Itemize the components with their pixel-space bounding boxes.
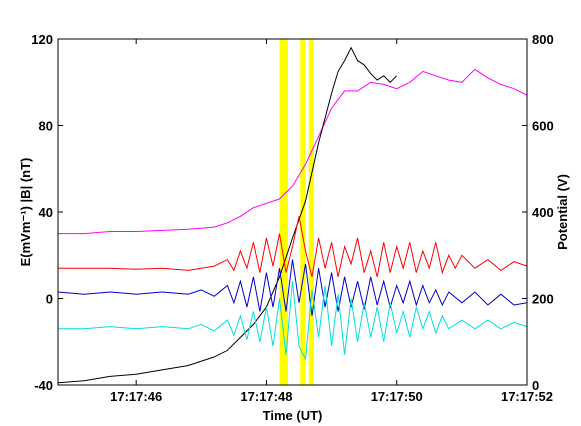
- y-left-tick-label-2: 0: [46, 292, 53, 307]
- y-left-tick-label-3: 40: [39, 205, 53, 220]
- highlight-band-1: [279, 39, 288, 385]
- series-line-3: [58, 216, 528, 278]
- highlight-band-2: [300, 39, 306, 385]
- y-right-tick-label-1: 0: [532, 378, 539, 393]
- y-right-tick-label-5: 800: [532, 32, 554, 47]
- series-line-4: [57, 259, 528, 316]
- x-tick-label-1: 17:17:46: [110, 389, 162, 404]
- y-left-tick-label-4: 80: [39, 119, 53, 134]
- y-left-tick-label-1: -40: [34, 378, 53, 393]
- x-axis-label: Time (UT): [263, 408, 323, 423]
- y-left-tick-label-5: 120: [31, 32, 53, 47]
- plot-frame: [57, 38, 528, 386]
- y-axis-right-label: Potential (V): [555, 174, 570, 250]
- y-axis-left-label: E(mVm⁻¹) |B| (nT): [18, 158, 33, 267]
- highlight-bands: [279, 39, 314, 385]
- highlight-band-3: [308, 39, 314, 385]
- series-line-1: [58, 68, 528, 235]
- y-right-tick-label-2: 200: [532, 292, 554, 307]
- y-right-tick-label-3: 400: [532, 205, 554, 220]
- y-right-tick-label-4: 600: [532, 119, 554, 134]
- axis-ticks: 17:17:46 17:17:48 17:17:50 17:17:52 -40 0 40 80…: [31, 32, 553, 404]
- series-line-2: [57, 46, 398, 384]
- x-tick-label-4: 17:17:52: [501, 389, 553, 404]
- x-tick-label-3: 17:17:50: [371, 389, 423, 404]
- data-series: [57, 46, 528, 384]
- x-tick-label-2: 17:17:48: [240, 389, 292, 404]
- series-line-5: [58, 281, 528, 361]
